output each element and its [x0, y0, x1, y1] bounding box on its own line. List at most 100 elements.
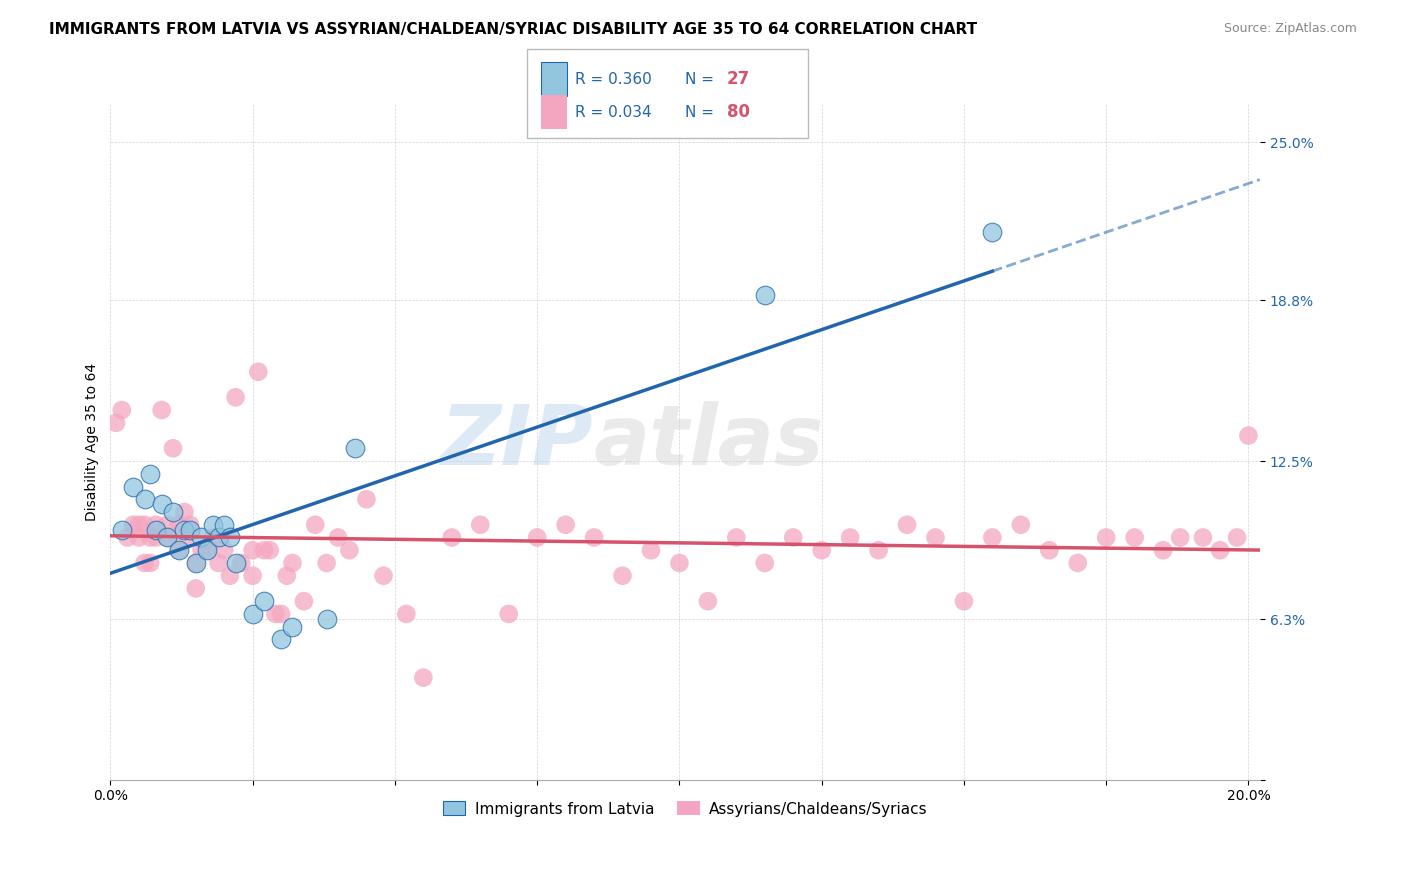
Point — [344, 442, 367, 456]
Point — [162, 442, 184, 456]
Point — [412, 671, 434, 685]
Point — [981, 531, 1004, 545]
Point — [810, 543, 832, 558]
Point — [111, 523, 134, 537]
Point — [270, 632, 292, 647]
Point — [1123, 531, 1146, 545]
Point — [315, 612, 337, 626]
Point — [1237, 428, 1260, 442]
Point — [150, 403, 173, 417]
Point — [184, 582, 207, 596]
Point — [339, 543, 361, 558]
Point — [134, 492, 156, 507]
Text: IMMIGRANTS FROM LATVIA VS ASSYRIAN/CHALDEAN/SYRIAC DISABILITY AGE 35 TO 64 CORRE: IMMIGRANTS FROM LATVIA VS ASSYRIAN/CHALD… — [49, 22, 977, 37]
Point — [247, 365, 270, 379]
Text: ZIP: ZIP — [440, 401, 593, 483]
Point — [190, 531, 212, 545]
Point — [292, 594, 315, 608]
Point — [259, 543, 281, 558]
Point — [253, 594, 276, 608]
Text: atlas: atlas — [593, 401, 824, 483]
Point — [754, 556, 776, 570]
Point — [554, 517, 576, 532]
Point — [212, 543, 235, 558]
Point — [179, 523, 201, 537]
Point — [1226, 531, 1249, 545]
Point — [225, 390, 247, 404]
Point — [326, 531, 349, 545]
Point — [179, 517, 201, 532]
Point — [173, 531, 195, 545]
Point — [395, 607, 418, 621]
Point — [242, 607, 264, 621]
Point — [264, 607, 287, 621]
Point — [668, 556, 690, 570]
Point — [139, 467, 162, 481]
Text: N =: N = — [685, 105, 718, 120]
Point — [219, 531, 242, 545]
Point — [1152, 543, 1174, 558]
Point — [470, 517, 492, 532]
Point — [145, 523, 167, 537]
Point — [612, 568, 634, 582]
Point — [156, 531, 179, 545]
Point — [195, 543, 218, 558]
Point — [276, 568, 298, 582]
Point — [105, 416, 128, 430]
Point — [134, 556, 156, 570]
Point — [640, 543, 662, 558]
Text: 27: 27 — [727, 70, 751, 88]
Point — [156, 517, 179, 532]
Point — [167, 543, 190, 558]
Point — [128, 517, 150, 532]
Point — [754, 288, 776, 302]
Point — [201, 531, 224, 545]
Text: R = 0.360: R = 0.360 — [575, 72, 652, 87]
Point — [139, 531, 162, 545]
Point — [207, 556, 229, 570]
Point — [242, 568, 264, 582]
Point — [1168, 531, 1191, 545]
Point — [1067, 556, 1090, 570]
Point — [782, 531, 804, 545]
Point — [139, 556, 162, 570]
Point — [225, 556, 247, 570]
Point — [304, 517, 326, 532]
Point — [117, 531, 139, 545]
Point — [173, 523, 195, 537]
Point — [896, 517, 918, 532]
Point — [207, 531, 229, 545]
Point — [839, 531, 862, 545]
Point — [981, 225, 1004, 239]
Point — [128, 531, 150, 545]
Point — [122, 517, 145, 532]
Text: 80: 80 — [727, 103, 749, 121]
Point — [201, 517, 224, 532]
Point — [498, 607, 520, 621]
Legend: Immigrants from Latvia, Assyrians/Chaldeans/Syriacs: Immigrants from Latvia, Assyrians/Chalde… — [436, 796, 934, 822]
Point — [242, 543, 264, 558]
Point — [1209, 543, 1232, 558]
Point — [373, 568, 395, 582]
Point — [1192, 531, 1215, 545]
Point — [440, 531, 463, 545]
Point — [219, 568, 242, 582]
Point — [173, 505, 195, 519]
Point — [270, 607, 292, 621]
Point — [195, 543, 218, 558]
Point — [150, 497, 173, 511]
Point — [696, 594, 718, 608]
Point — [725, 531, 748, 545]
Point — [145, 517, 167, 532]
Point — [281, 556, 304, 570]
Point — [356, 492, 378, 507]
Point — [167, 517, 190, 532]
Text: N =: N = — [685, 72, 718, 87]
Point — [184, 556, 207, 570]
Point — [134, 517, 156, 532]
Point — [953, 594, 976, 608]
Point — [190, 543, 212, 558]
Point — [583, 531, 606, 545]
Point — [156, 531, 179, 545]
Point — [122, 479, 145, 493]
